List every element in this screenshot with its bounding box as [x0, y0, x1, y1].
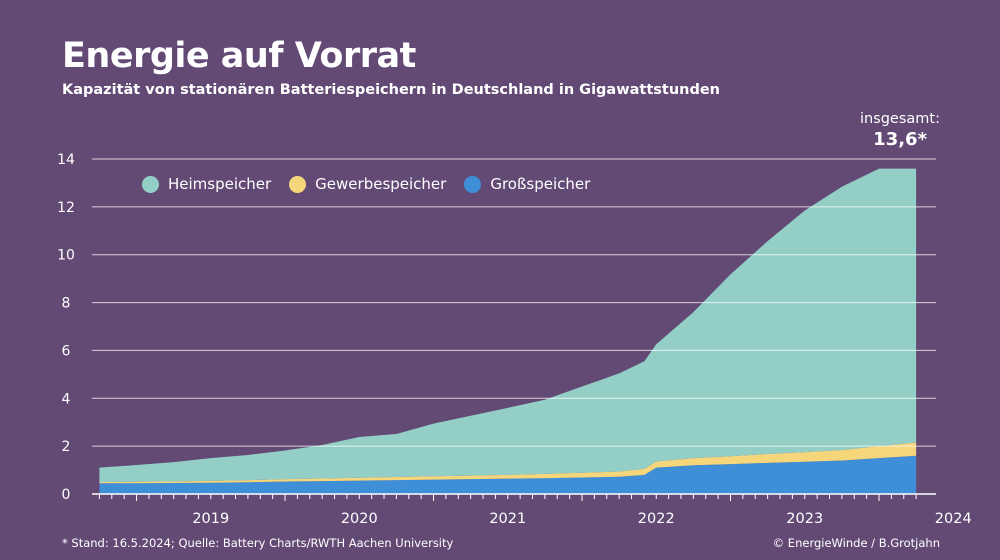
legend-swatch-gewerbespeicher	[289, 175, 307, 193]
y-tick-label-10: 10	[57, 248, 75, 264]
total-label: insgesamt:	[859, 111, 940, 127]
x-tick-label-2019: 2019	[192, 511, 229, 527]
y-tick-label-12: 12	[57, 200, 75, 216]
y-tick-label-8: 8	[62, 296, 71, 312]
y-tick-label-4: 4	[62, 391, 71, 407]
area-gewerbespeicher	[99, 442, 917, 484]
x-tick-label-2024: 2024	[935, 511, 972, 527]
x-tick-label-2021: 2021	[489, 511, 526, 527]
x-tick-label-2022: 2022	[638, 511, 675, 527]
legend-swatch-grossspeicher	[464, 175, 482, 193]
y-tick-label-0: 0	[62, 487, 71, 503]
y-tick-label-2: 2	[62, 439, 71, 455]
y-tick-label-6: 6	[62, 343, 71, 359]
legend-label-heimspeicher: Heimspeicher	[168, 175, 272, 193]
y-tick-label-14: 14	[57, 152, 75, 168]
x-tick-label-2023: 2023	[786, 511, 823, 527]
chart-subtitle: Kapazität von stationären Batteriespeich…	[62, 82, 721, 98]
chart-title: Energie auf Vorrat	[62, 36, 416, 76]
legend-label-gewerbespeicher: Gewerbespeicher	[315, 175, 447, 193]
area-heimspeicher	[99, 168, 917, 483]
x-tick-label-2020: 2020	[341, 511, 378, 527]
legend-label-grossspeicher: Großspeicher	[490, 175, 591, 193]
area-grossspeicher	[99, 455, 917, 494]
chart-legend: Heimspeicher Gewerbespeicher Großspeiche…	[142, 175, 590, 193]
total-value: 13,6*	[873, 129, 927, 150]
legend-item-heimspeicher: Heimspeicher	[142, 175, 271, 193]
legend-swatch-heimspeicher	[142, 175, 159, 193]
legend-item-gewerbespeicher: Gewerbespeicher	[289, 175, 446, 193]
legend-item-grossspeicher: Großspeicher	[464, 175, 590, 193]
footer-source: * Stand: 16.5.2024; Quelle: Battery Char…	[62, 536, 454, 550]
footer-credit: © EnergieWinde / B.Grotjahn	[772, 536, 940, 550]
